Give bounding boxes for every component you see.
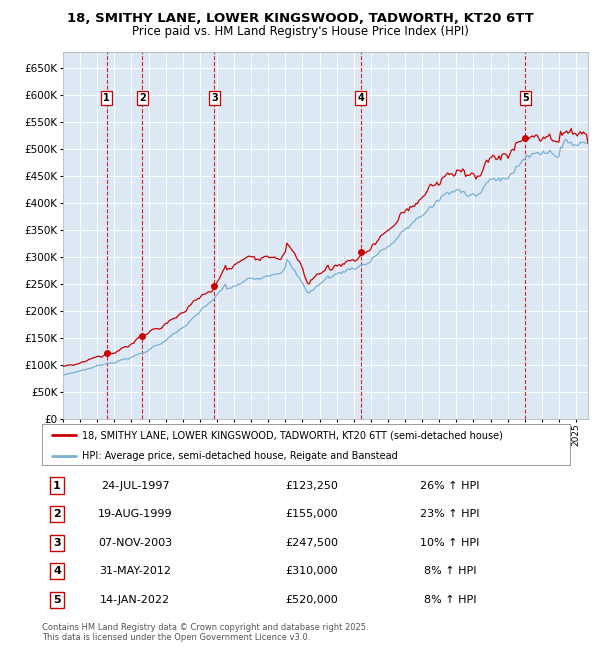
Text: 31-MAY-2012: 31-MAY-2012 [99,566,171,577]
Text: £310,000: £310,000 [286,566,338,577]
Text: 10% ↑ HPI: 10% ↑ HPI [421,538,479,548]
Text: 18, SMITHY LANE, LOWER KINGSWOOD, TADWORTH, KT20 6TT (semi-detached house): 18, SMITHY LANE, LOWER KINGSWOOD, TADWOR… [82,430,502,440]
Text: £520,000: £520,000 [286,595,338,605]
Text: Contains HM Land Registry data © Crown copyright and database right 2025.
This d: Contains HM Land Registry data © Crown c… [42,623,368,642]
Text: 8% ↑ HPI: 8% ↑ HPI [424,595,476,605]
Text: 24-JUL-1997: 24-JUL-1997 [101,480,169,491]
Text: 2: 2 [53,509,61,519]
Text: 4: 4 [358,93,364,103]
Text: £155,000: £155,000 [286,509,338,519]
Text: 2: 2 [139,93,146,103]
Text: 26% ↑ HPI: 26% ↑ HPI [420,480,480,491]
Text: £247,500: £247,500 [286,538,338,548]
Text: 5: 5 [522,93,529,103]
Text: 1: 1 [103,93,110,103]
Text: 8% ↑ HPI: 8% ↑ HPI [424,566,476,577]
Text: 5: 5 [53,595,61,605]
Text: 3: 3 [53,538,61,548]
Text: 14-JAN-2022: 14-JAN-2022 [100,595,170,605]
Text: 18, SMITHY LANE, LOWER KINGSWOOD, TADWORTH, KT20 6TT: 18, SMITHY LANE, LOWER KINGSWOOD, TADWOR… [67,12,533,25]
Text: HPI: Average price, semi-detached house, Reigate and Banstead: HPI: Average price, semi-detached house,… [82,451,397,461]
Text: 07-NOV-2003: 07-NOV-2003 [98,538,172,548]
Text: 19-AUG-1999: 19-AUG-1999 [98,509,172,519]
Text: 23% ↑ HPI: 23% ↑ HPI [420,509,480,519]
Text: Price paid vs. HM Land Registry's House Price Index (HPI): Price paid vs. HM Land Registry's House … [131,25,469,38]
Text: 3: 3 [211,93,218,103]
Text: 1: 1 [53,480,61,491]
Text: 4: 4 [53,566,61,577]
Text: £123,250: £123,250 [286,480,338,491]
